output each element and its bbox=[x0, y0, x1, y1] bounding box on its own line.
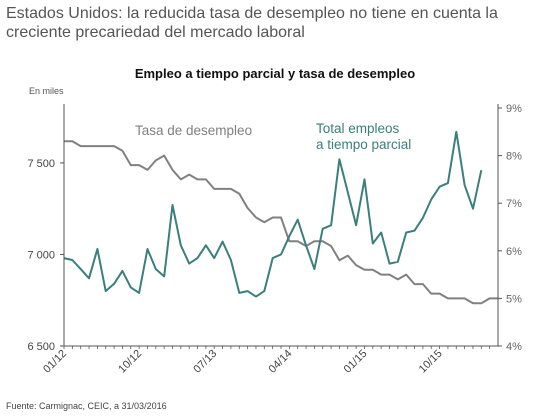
right-tick-label: 5% bbox=[506, 293, 522, 305]
x-tick-label: 04/14 bbox=[267, 348, 295, 376]
right-tick-label: 4% bbox=[506, 341, 522, 353]
series-label-line: a tiempo parcial bbox=[316, 137, 411, 152]
series-label-line: Total empleos bbox=[316, 121, 400, 136]
x-tick-label: 01/15 bbox=[342, 348, 370, 376]
line-part-time bbox=[63, 130, 483, 298]
series-label-part-time: Total empleos a tiempo parcial bbox=[316, 121, 411, 152]
x-tick-label: 10/15 bbox=[417, 348, 445, 376]
right-tick-label: 7% bbox=[506, 198, 522, 210]
x-tick-label: 07/13 bbox=[191, 348, 219, 376]
right-tick-label: 6% bbox=[506, 246, 522, 258]
left-tick-label: 6 500 bbox=[27, 341, 55, 353]
chart-title: Empleo a tiempo parcial y tasa de desemp… bbox=[134, 66, 416, 81]
line-unemployment bbox=[64, 140, 498, 305]
series-layer bbox=[63, 130, 498, 305]
x-tick-label: 10/12 bbox=[116, 348, 144, 376]
right-tick-label: 9% bbox=[506, 103, 522, 115]
right-tick-label: 8% bbox=[506, 151, 522, 163]
series-label-unemployment: Tasa de desempleo bbox=[135, 123, 252, 138]
left-axis-unit: En miles bbox=[29, 86, 64, 96]
left-tick-label: 7 500 bbox=[27, 158, 55, 170]
left-tick-label: 7 000 bbox=[27, 249, 55, 261]
source-note: Fuente: Carmignac, CEIC, a 31/03/2016 bbox=[6, 401, 167, 411]
headline: Estados Unidos: la reducida tasa de dese… bbox=[6, 5, 498, 41]
